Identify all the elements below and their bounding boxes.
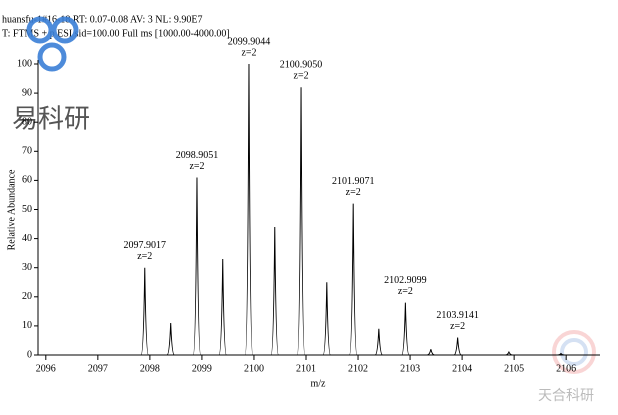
x-axis-label: m/z xyxy=(311,378,327,389)
peak xyxy=(166,322,175,356)
x-tick-label: 2097 xyxy=(88,363,108,374)
charge-label: z=2 xyxy=(450,321,465,332)
charge-label: z=2 xyxy=(241,47,256,58)
peak xyxy=(296,87,306,356)
x-tick-label: 2104 xyxy=(452,363,472,374)
peak xyxy=(557,352,565,356)
x-tick-label: 2105 xyxy=(504,363,524,374)
y-axis-label: Relative Abundance xyxy=(6,169,17,250)
logo-2 xyxy=(552,330,596,374)
y-tick-label: 60 xyxy=(22,175,32,186)
y-tick-label: 40 xyxy=(22,233,32,244)
y-tick-label: 30 xyxy=(22,262,32,273)
y-tick-label: 90 xyxy=(22,87,32,98)
peak-label: 2098.9051 xyxy=(176,150,219,161)
peak-label: 2099.9044 xyxy=(228,36,271,47)
peak xyxy=(192,177,202,356)
peak xyxy=(244,63,254,356)
x-tick-label: 2100 xyxy=(244,363,264,374)
x-tick-label: 2101 xyxy=(296,363,316,374)
header-line: huansfu-1#16-18 RT: 0.07-0.08 AV: 3 NL: … xyxy=(2,14,202,25)
peak xyxy=(374,328,383,356)
header-line: T: FTMS + p ESI sid=100.00 Full ms [1000… xyxy=(2,28,230,39)
y-tick-label: 20 xyxy=(22,291,32,302)
charge-label: z=2 xyxy=(189,161,204,172)
charge-label: z=2 xyxy=(346,187,361,198)
y-tick-label: 100 xyxy=(17,58,32,69)
peak xyxy=(349,203,358,356)
x-tick-label: 2099 xyxy=(192,363,212,374)
logo xyxy=(26,16,79,72)
x-tick-label: 2103 xyxy=(400,363,420,374)
peak xyxy=(401,302,410,356)
y-tick-label: 50 xyxy=(22,204,32,215)
y-tick-label: 80 xyxy=(22,116,32,127)
peak-label: 2103.9141 xyxy=(436,310,479,321)
watermark: 天合科研 xyxy=(538,388,594,404)
peak xyxy=(140,267,149,356)
x-tick-label: 2096 xyxy=(36,363,56,374)
y-tick-label: 0 xyxy=(27,349,32,360)
peak xyxy=(453,337,462,356)
peak xyxy=(427,349,435,356)
charge-label: z=2 xyxy=(294,71,309,82)
peak-label: 2097.9017 xyxy=(124,240,167,251)
peak xyxy=(322,282,331,356)
peak xyxy=(270,226,279,356)
peak xyxy=(218,258,227,356)
peak-label: 2102.9099 xyxy=(384,275,427,286)
peak xyxy=(505,350,513,356)
charge-label: z=2 xyxy=(398,286,413,297)
watermark: 易科研 xyxy=(12,105,90,135)
peak-label: 2100.9050 xyxy=(280,60,323,71)
peak-label: 2101.9071 xyxy=(332,176,375,187)
x-tick-label: 2106 xyxy=(556,363,576,374)
charge-label: z=2 xyxy=(137,251,152,262)
y-tick-label: 70 xyxy=(22,146,32,157)
y-tick-label: 10 xyxy=(22,320,32,331)
x-tick-label: 2102 xyxy=(348,363,368,374)
x-tick-label: 2098 xyxy=(140,363,160,374)
